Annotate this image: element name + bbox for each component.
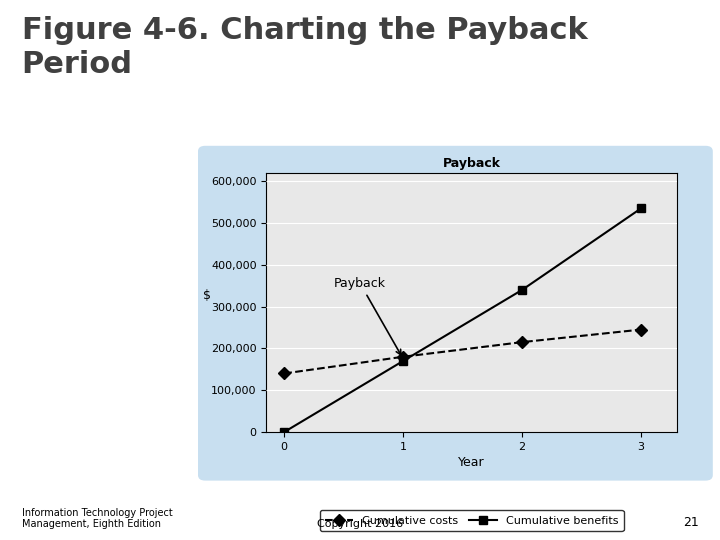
Text: Information Technology Project
Management, Eighth Edition: Information Technology Project Managemen… [22,508,172,529]
Text: 21: 21 [683,516,698,529]
Legend: Cumulative costs, Cumulative benefits: Cumulative costs, Cumulative benefits [320,510,624,531]
Cumulative benefits [518,287,526,293]
Cumulative costs [399,354,408,360]
X-axis label: Year: Year [459,456,485,469]
Title: Payback: Payback [443,157,500,170]
Line: Cumulative benefits: Cumulative benefits [280,204,645,436]
Text: Figure 4-6. Charting the Payback
Period: Figure 4-6. Charting the Payback Period [22,16,588,79]
Cumulative benefits [280,429,289,435]
Text: Payback: Payback [334,277,401,355]
Cumulative benefits [636,205,645,212]
Cumulative benefits [399,357,408,364]
Y-axis label: $: $ [203,289,211,302]
Text: Copyright 2016: Copyright 2016 [317,519,403,529]
Cumulative costs [518,339,526,346]
Line: Cumulative costs: Cumulative costs [280,326,645,377]
Cumulative costs [636,326,645,333]
Cumulative costs [280,370,289,377]
